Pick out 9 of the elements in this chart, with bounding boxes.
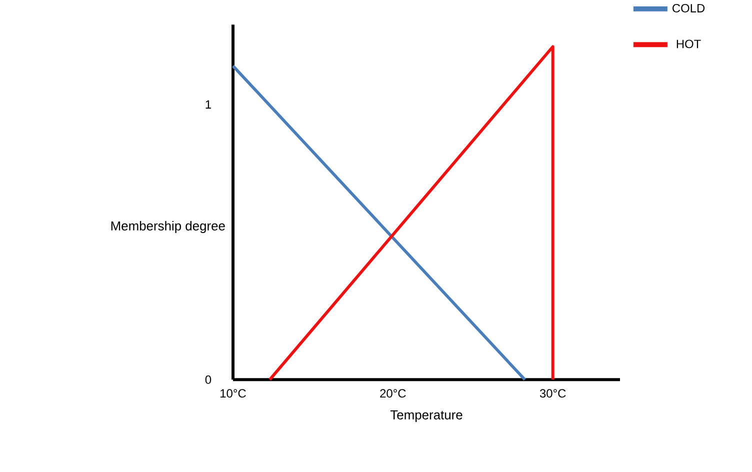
x-tick-label: 10°C xyxy=(220,389,246,398)
x-tick-label: 30°C xyxy=(540,389,566,398)
y-tick-label: 1 xyxy=(206,100,211,109)
y-axis-title: Membership degree xyxy=(111,221,225,234)
legend-label: HOT xyxy=(676,40,701,48)
x-axis-title: Temperature xyxy=(390,410,462,422)
x-tick-label: 20°C xyxy=(380,389,406,398)
y-tick-label: 0 xyxy=(205,376,212,384)
legend-label: COLD xyxy=(672,4,705,13)
